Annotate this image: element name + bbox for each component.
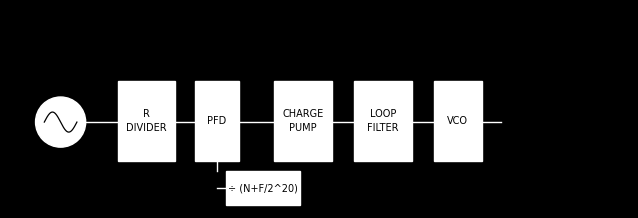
Text: ÷ (N+F/2^20): ÷ (N+F/2^20) bbox=[228, 183, 298, 193]
Bar bbox=[434, 81, 482, 161]
Text: LOOP
FILTER: LOOP FILTER bbox=[367, 109, 399, 133]
Bar bbox=[118, 81, 175, 161]
Bar bbox=[226, 171, 300, 205]
Text: VCO: VCO bbox=[447, 116, 468, 126]
Bar bbox=[274, 81, 332, 161]
Text: R
DIVIDER: R DIVIDER bbox=[126, 109, 167, 133]
Ellipse shape bbox=[36, 97, 85, 147]
Bar bbox=[195, 81, 239, 161]
Text: PFD: PFD bbox=[207, 116, 226, 126]
Text: CHARGE
PUMP: CHARGE PUMP bbox=[283, 109, 323, 133]
Bar bbox=[354, 81, 412, 161]
